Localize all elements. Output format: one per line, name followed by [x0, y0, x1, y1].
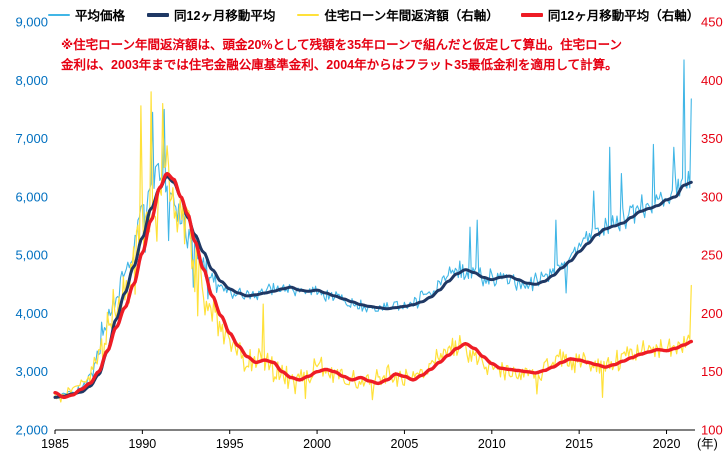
- chart-legend: 平均価格 同12ヶ月移動平均 住宅ローン年間返済額（右軸） 同12ヶ月移動平均（右軸）: [48, 5, 699, 24]
- y-right-tick-label: 450: [701, 15, 723, 30]
- legend-swatch-loan-payment-12mo-ma: [520, 12, 543, 17]
- x-tick-label: 2010: [478, 437, 506, 451]
- series-line-loan-annual-payment: [54, 91, 692, 403]
- legend-item-loan-annual-payment: 住宅ローン年間返済額（右軸）: [297, 5, 499, 24]
- y-right-tick-label: 400: [701, 73, 723, 88]
- legend-label-loan-annual-payment: 住宅ローン年間返済額（右軸）: [324, 9, 499, 23]
- legend-label-avg-price-12mo-ma: 同12ヶ月移動平均: [174, 9, 276, 23]
- y-right-tick-label: 150: [701, 364, 723, 379]
- series-line-loan-payment-12mo-ma: [53, 171, 693, 400]
- y-left-tick-label: 5,000: [15, 248, 48, 263]
- y-right-tick-label: 350: [701, 131, 723, 146]
- x-tick-label: 1990: [128, 437, 156, 451]
- x-tick-label: 1985: [41, 437, 69, 451]
- x-tick-label: 2015: [565, 437, 593, 451]
- y-right-tick-label: 200: [701, 306, 723, 321]
- note-line-1: ※住宅ローン年間返済額は、頭金20%として残額を35年ローンで組んだと仮定して算…: [61, 38, 622, 52]
- x-tick-label: 2005: [391, 437, 419, 451]
- legend-item-loan-payment-12mo-ma: 同12ヶ月移動平均（右軸）: [520, 5, 700, 24]
- y-left-tick-label: 9,000: [15, 15, 48, 30]
- legend-item-avg-price-12mo-ma: 同12ヶ月移動平均: [147, 5, 275, 24]
- legend-swatch-avg-price: [48, 13, 70, 16]
- y-left-tick-label: 6,000: [15, 189, 48, 204]
- legend-item-avg-price: 平均価格: [48, 5, 125, 24]
- legend-swatch-loan-annual-payment: [297, 13, 320, 16]
- legend-label-avg-price: 平均価格: [75, 9, 126, 23]
- legend-swatch-avg-price-12mo-ma: [147, 12, 170, 17]
- x-tick-label: 1995: [216, 437, 244, 451]
- y-right-tick-label: 100: [701, 423, 723, 438]
- y-left-tick-label: 8,000: [15, 73, 48, 88]
- y-left-tick-label: 7,000: [15, 131, 48, 146]
- x-tick-label: 2020: [653, 437, 681, 451]
- y-right-tick-label: 300: [701, 189, 723, 204]
- y-left-tick-label: 3,000: [15, 364, 48, 379]
- y-right-tick-label: 250: [701, 248, 723, 263]
- legend-label-loan-payment-12mo-ma: 同12ヶ月移動平均（右軸）: [547, 9, 700, 23]
- y-left-tick-label: 2,000: [15, 423, 48, 438]
- x-tick-label: 2000: [303, 437, 331, 451]
- y-left-tick-label: 4,000: [15, 306, 48, 321]
- chart-note: ※住宅ローン年間返済額は、頭金20%として残額を35年ローンで組んだと仮定して算…: [61, 36, 622, 75]
- x-axis-unit-label: (年): [697, 437, 718, 451]
- note-line-2: 金利は、2003年までは住宅金融公庫基準金利、2004年からはフラット35最低金…: [61, 57, 618, 72]
